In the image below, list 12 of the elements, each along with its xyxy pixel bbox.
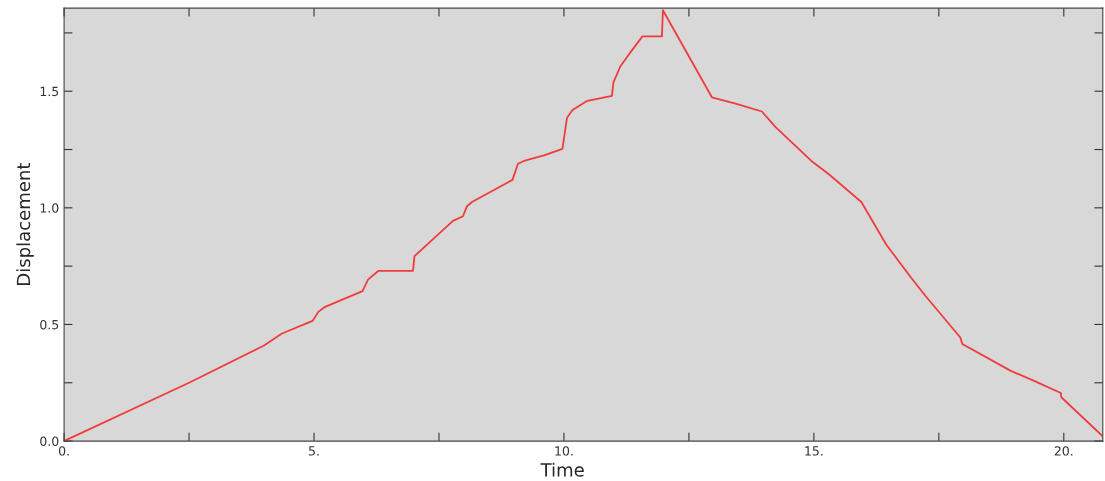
x-tick-label: 0.: [58, 446, 69, 456]
x-tick-label: 15.: [805, 446, 823, 456]
y-tick-label: 1.0: [40, 203, 59, 213]
x-tick-label: 20.: [1054, 446, 1073, 456]
y-tick-label: 0.5: [40, 319, 59, 330]
y-tick-label: 1.5: [40, 86, 59, 97]
x-axis-title: Time: [540, 462, 584, 477]
y-axis-title: Displacement: [16, 163, 34, 285]
line-series: [64, 9, 1103, 442]
y-tick-label: 0.0: [40, 436, 59, 446]
x-tick-label: 10.: [555, 446, 573, 456]
x-tick-label: 5.: [309, 446, 319, 456]
